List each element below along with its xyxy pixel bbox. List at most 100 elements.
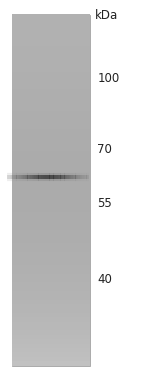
Bar xyxy=(12,247,90,251)
Bar xyxy=(73,175,74,177)
Bar xyxy=(66,173,67,175)
Bar xyxy=(52,177,54,179)
Bar xyxy=(84,177,85,179)
Bar xyxy=(12,203,90,208)
Bar xyxy=(86,172,88,174)
Bar xyxy=(44,175,45,177)
Bar xyxy=(82,179,84,181)
Bar xyxy=(80,172,81,174)
Bar xyxy=(12,23,90,28)
Bar xyxy=(82,173,84,175)
Bar xyxy=(15,177,16,179)
Bar xyxy=(41,177,43,179)
Bar xyxy=(58,180,59,182)
Bar xyxy=(62,173,63,175)
Bar xyxy=(29,177,30,179)
Bar xyxy=(21,173,22,175)
Bar xyxy=(86,180,88,182)
Bar xyxy=(71,180,73,182)
Bar xyxy=(88,180,89,182)
Bar xyxy=(12,304,90,308)
Bar xyxy=(81,175,82,177)
Bar xyxy=(75,172,77,174)
Bar xyxy=(69,175,70,177)
Bar xyxy=(26,173,28,175)
Bar xyxy=(34,180,36,182)
Bar xyxy=(85,180,87,182)
Bar xyxy=(12,80,90,85)
Bar xyxy=(56,180,58,182)
Bar xyxy=(40,175,41,177)
Bar xyxy=(12,15,90,366)
Bar xyxy=(16,175,18,177)
Bar xyxy=(12,286,90,291)
Bar xyxy=(60,172,62,174)
Bar xyxy=(12,179,14,181)
Bar xyxy=(12,360,90,366)
Bar xyxy=(11,173,12,175)
Bar xyxy=(12,159,90,164)
Bar xyxy=(27,173,29,175)
Bar xyxy=(67,175,69,177)
Bar xyxy=(14,173,15,175)
Bar xyxy=(7,173,8,175)
Bar xyxy=(66,180,67,182)
Bar xyxy=(15,172,16,174)
Bar xyxy=(12,150,90,155)
Bar xyxy=(63,180,65,182)
Bar xyxy=(84,173,85,175)
Bar xyxy=(12,330,90,335)
Text: 70: 70 xyxy=(98,143,112,156)
Text: kDa: kDa xyxy=(94,9,118,22)
Bar xyxy=(78,177,80,179)
Bar xyxy=(82,175,84,177)
Bar xyxy=(88,177,89,179)
Bar xyxy=(23,177,25,179)
Bar xyxy=(10,173,11,175)
Bar xyxy=(12,269,90,273)
Bar xyxy=(8,172,10,174)
Bar xyxy=(44,173,45,175)
Bar xyxy=(75,173,77,175)
Bar xyxy=(85,175,87,177)
Bar xyxy=(36,173,37,175)
Bar xyxy=(12,233,90,238)
Bar xyxy=(19,173,21,175)
Bar xyxy=(40,180,41,182)
Bar xyxy=(19,175,21,177)
Bar xyxy=(74,172,76,174)
Bar xyxy=(67,177,69,179)
Bar xyxy=(12,321,90,326)
Bar xyxy=(12,282,90,286)
Bar xyxy=(41,172,43,174)
Bar xyxy=(84,175,85,177)
Bar xyxy=(85,172,87,174)
Bar xyxy=(32,172,33,174)
Bar xyxy=(63,173,65,175)
Bar xyxy=(11,177,12,179)
Bar xyxy=(62,177,63,179)
Bar xyxy=(12,62,90,68)
Bar xyxy=(12,14,90,19)
Bar xyxy=(77,177,78,179)
Bar xyxy=(70,180,72,182)
Bar xyxy=(33,172,34,174)
Bar xyxy=(8,175,10,177)
Bar xyxy=(74,177,76,179)
Bar xyxy=(55,173,56,175)
Bar xyxy=(60,177,62,179)
Bar xyxy=(21,180,22,182)
Bar xyxy=(59,180,60,182)
Bar xyxy=(73,179,74,181)
Bar xyxy=(12,36,90,41)
Bar xyxy=(44,172,45,174)
Bar xyxy=(12,295,90,300)
Bar xyxy=(32,173,33,175)
Bar xyxy=(63,175,65,177)
Bar xyxy=(63,177,65,179)
Bar xyxy=(27,177,29,179)
Bar xyxy=(77,180,78,182)
Bar xyxy=(88,175,89,177)
Bar xyxy=(48,173,50,175)
Bar xyxy=(12,163,90,168)
